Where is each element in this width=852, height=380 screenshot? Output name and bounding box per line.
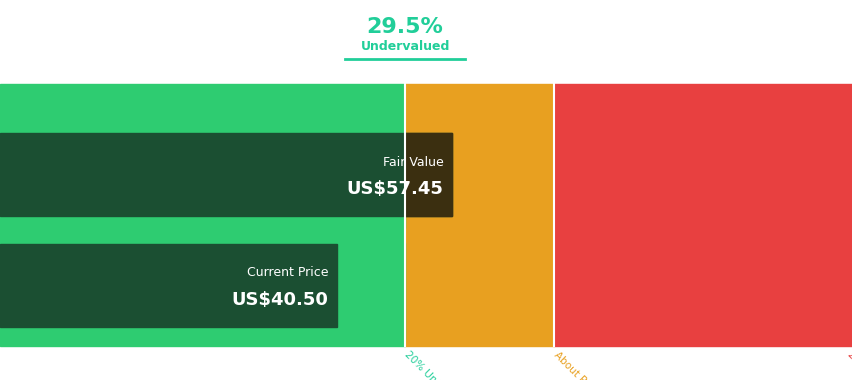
Bar bbox=[0, 84, 405, 346]
Text: Fair Value: Fair Value bbox=[383, 155, 443, 169]
Text: US$57.45: US$57.45 bbox=[346, 180, 443, 198]
Bar bbox=[0, 244, 337, 327]
Text: 29.5%: 29.5% bbox=[366, 17, 443, 37]
Text: US$40.50: US$40.50 bbox=[231, 291, 328, 309]
Text: 20% Undervalued: 20% Undervalued bbox=[402, 350, 475, 380]
Bar bbox=[405, 133, 452, 216]
Text: Undervalued: Undervalued bbox=[360, 40, 449, 53]
Text: 20% Overvalued: 20% Overvalued bbox=[845, 350, 852, 380]
Text: Current Price: Current Price bbox=[246, 266, 328, 279]
Bar bbox=[0, 243, 405, 339]
Bar bbox=[405, 84, 554, 346]
Bar bbox=[554, 84, 852, 346]
Bar bbox=[0, 132, 405, 228]
Bar bbox=[0, 133, 452, 216]
Text: About Right: About Right bbox=[551, 350, 602, 380]
